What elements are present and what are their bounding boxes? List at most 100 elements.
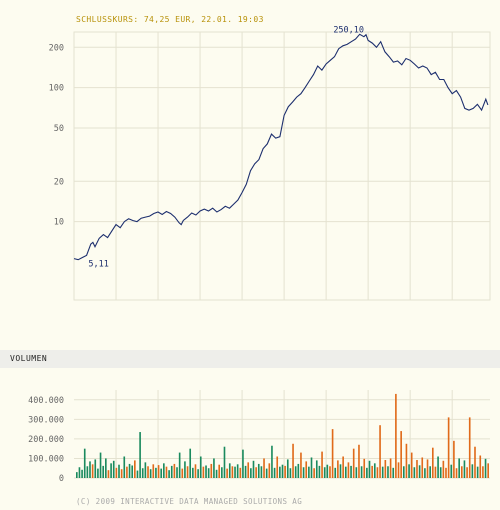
volume-bar (371, 465, 373, 478)
volume-bar (268, 463, 271, 478)
volume-bar (289, 468, 292, 478)
price-y-tick-label: 20 (54, 177, 64, 187)
volume-bar (429, 466, 431, 478)
volume-bar (102, 465, 104, 478)
volume-bar (339, 464, 342, 478)
volume-bar (186, 466, 189, 478)
volume-bar (244, 465, 247, 478)
volume-bar (347, 462, 350, 478)
volume-bar (329, 466, 331, 478)
volume-bar (107, 470, 110, 478)
price-grid (73, 31, 491, 301)
volume-bar (313, 468, 315, 478)
price-chart: SCHLUSSKURS: 74,25 EUR, 22.01. 19:03 200… (49, 15, 491, 301)
price-plot-frame (73, 31, 491, 301)
volume-bar (326, 464, 329, 478)
volume-bar (482, 466, 484, 478)
volume-bar (223, 446, 226, 478)
volume-bar (408, 464, 410, 478)
volume-bar (147, 466, 149, 478)
volume-bar (273, 467, 276, 478)
volume-bar (455, 468, 458, 478)
volume-bar (395, 393, 397, 478)
volume-bar (149, 469, 152, 478)
volume-bar (331, 429, 334, 478)
volume-bar (450, 464, 453, 478)
volume-bar (410, 452, 413, 478)
volume-bar (360, 466, 363, 478)
volume-bar (484, 458, 487, 478)
volume-bar (431, 447, 434, 478)
volume-bar (445, 467, 447, 478)
volume-bar (126, 466, 128, 478)
volume-bars (76, 393, 489, 478)
volume-bar (479, 455, 482, 478)
volume-bar (405, 443, 408, 478)
volume-bar (91, 464, 94, 478)
volume-bar (152, 464, 155, 478)
volume-bar (279, 466, 281, 478)
volume-bar (176, 467, 178, 478)
price-chart-title: SCHLUSSKURS: 74,25 EUR, 22.01. 19:03 (76, 15, 264, 24)
volume-bar (110, 463, 112, 478)
volume-bar (136, 470, 139, 478)
volume-bar (118, 464, 120, 478)
volume-bar (387, 466, 389, 478)
volume-bar (350, 465, 352, 478)
volume-bar (131, 465, 134, 478)
volume-bar (215, 469, 218, 478)
volume-bar (276, 456, 279, 478)
volume-bar (236, 464, 239, 478)
volume-bar (352, 448, 355, 478)
volume-bar (439, 467, 442, 478)
volume-bar (218, 464, 221, 478)
volume-bar (363, 458, 366, 478)
volume-bar (310, 457, 313, 478)
volume-bar (381, 466, 384, 478)
volume-bar (189, 448, 192, 478)
volume-bar (442, 460, 445, 478)
volume-bar (344, 466, 347, 478)
volume-bar (250, 468, 252, 478)
volume-bar (160, 468, 163, 478)
volume-bar (315, 460, 318, 478)
volume-bar (252, 460, 255, 478)
volume-bar (260, 466, 263, 478)
volume-bar (397, 462, 400, 478)
volume-bar (292, 443, 294, 478)
volume-bar (165, 466, 168, 478)
volume-bar (231, 466, 234, 478)
volume-bar (99, 452, 102, 478)
volume-bar (334, 467, 337, 478)
volume-bar (358, 444, 360, 478)
volume-bar (83, 448, 86, 478)
volume-bar (437, 456, 439, 478)
volume-bar (305, 461, 308, 478)
volume-bar (284, 465, 286, 478)
volume-section-header: VOLUMEN (0, 350, 500, 368)
volume-bar (181, 468, 184, 478)
volume-bar (471, 464, 474, 478)
volume-bar (366, 467, 368, 478)
volume-bar (376, 467, 379, 478)
volume-bar (447, 417, 450, 478)
volume-bar (115, 467, 118, 478)
volume-bar (426, 459, 429, 478)
volume-bar (297, 463, 300, 478)
volume-bar (202, 466, 205, 478)
price-y-axis: 200 100 50 20 10 (49, 43, 64, 227)
volume-bar (128, 463, 131, 478)
volume-bar (226, 468, 228, 478)
volume-bar (170, 465, 173, 478)
volume-y-tick-label: 0 (59, 474, 64, 484)
volume-bar (168, 470, 170, 478)
volume-bar (213, 458, 215, 478)
volume-bar (173, 463, 176, 478)
volume-bar (120, 469, 123, 478)
volume-bar (373, 463, 376, 478)
volume-bar (210, 463, 213, 478)
volume-bar (255, 467, 257, 478)
volume-bar (402, 466, 405, 478)
volume-bar (247, 462, 250, 478)
volume-bar (418, 465, 421, 478)
